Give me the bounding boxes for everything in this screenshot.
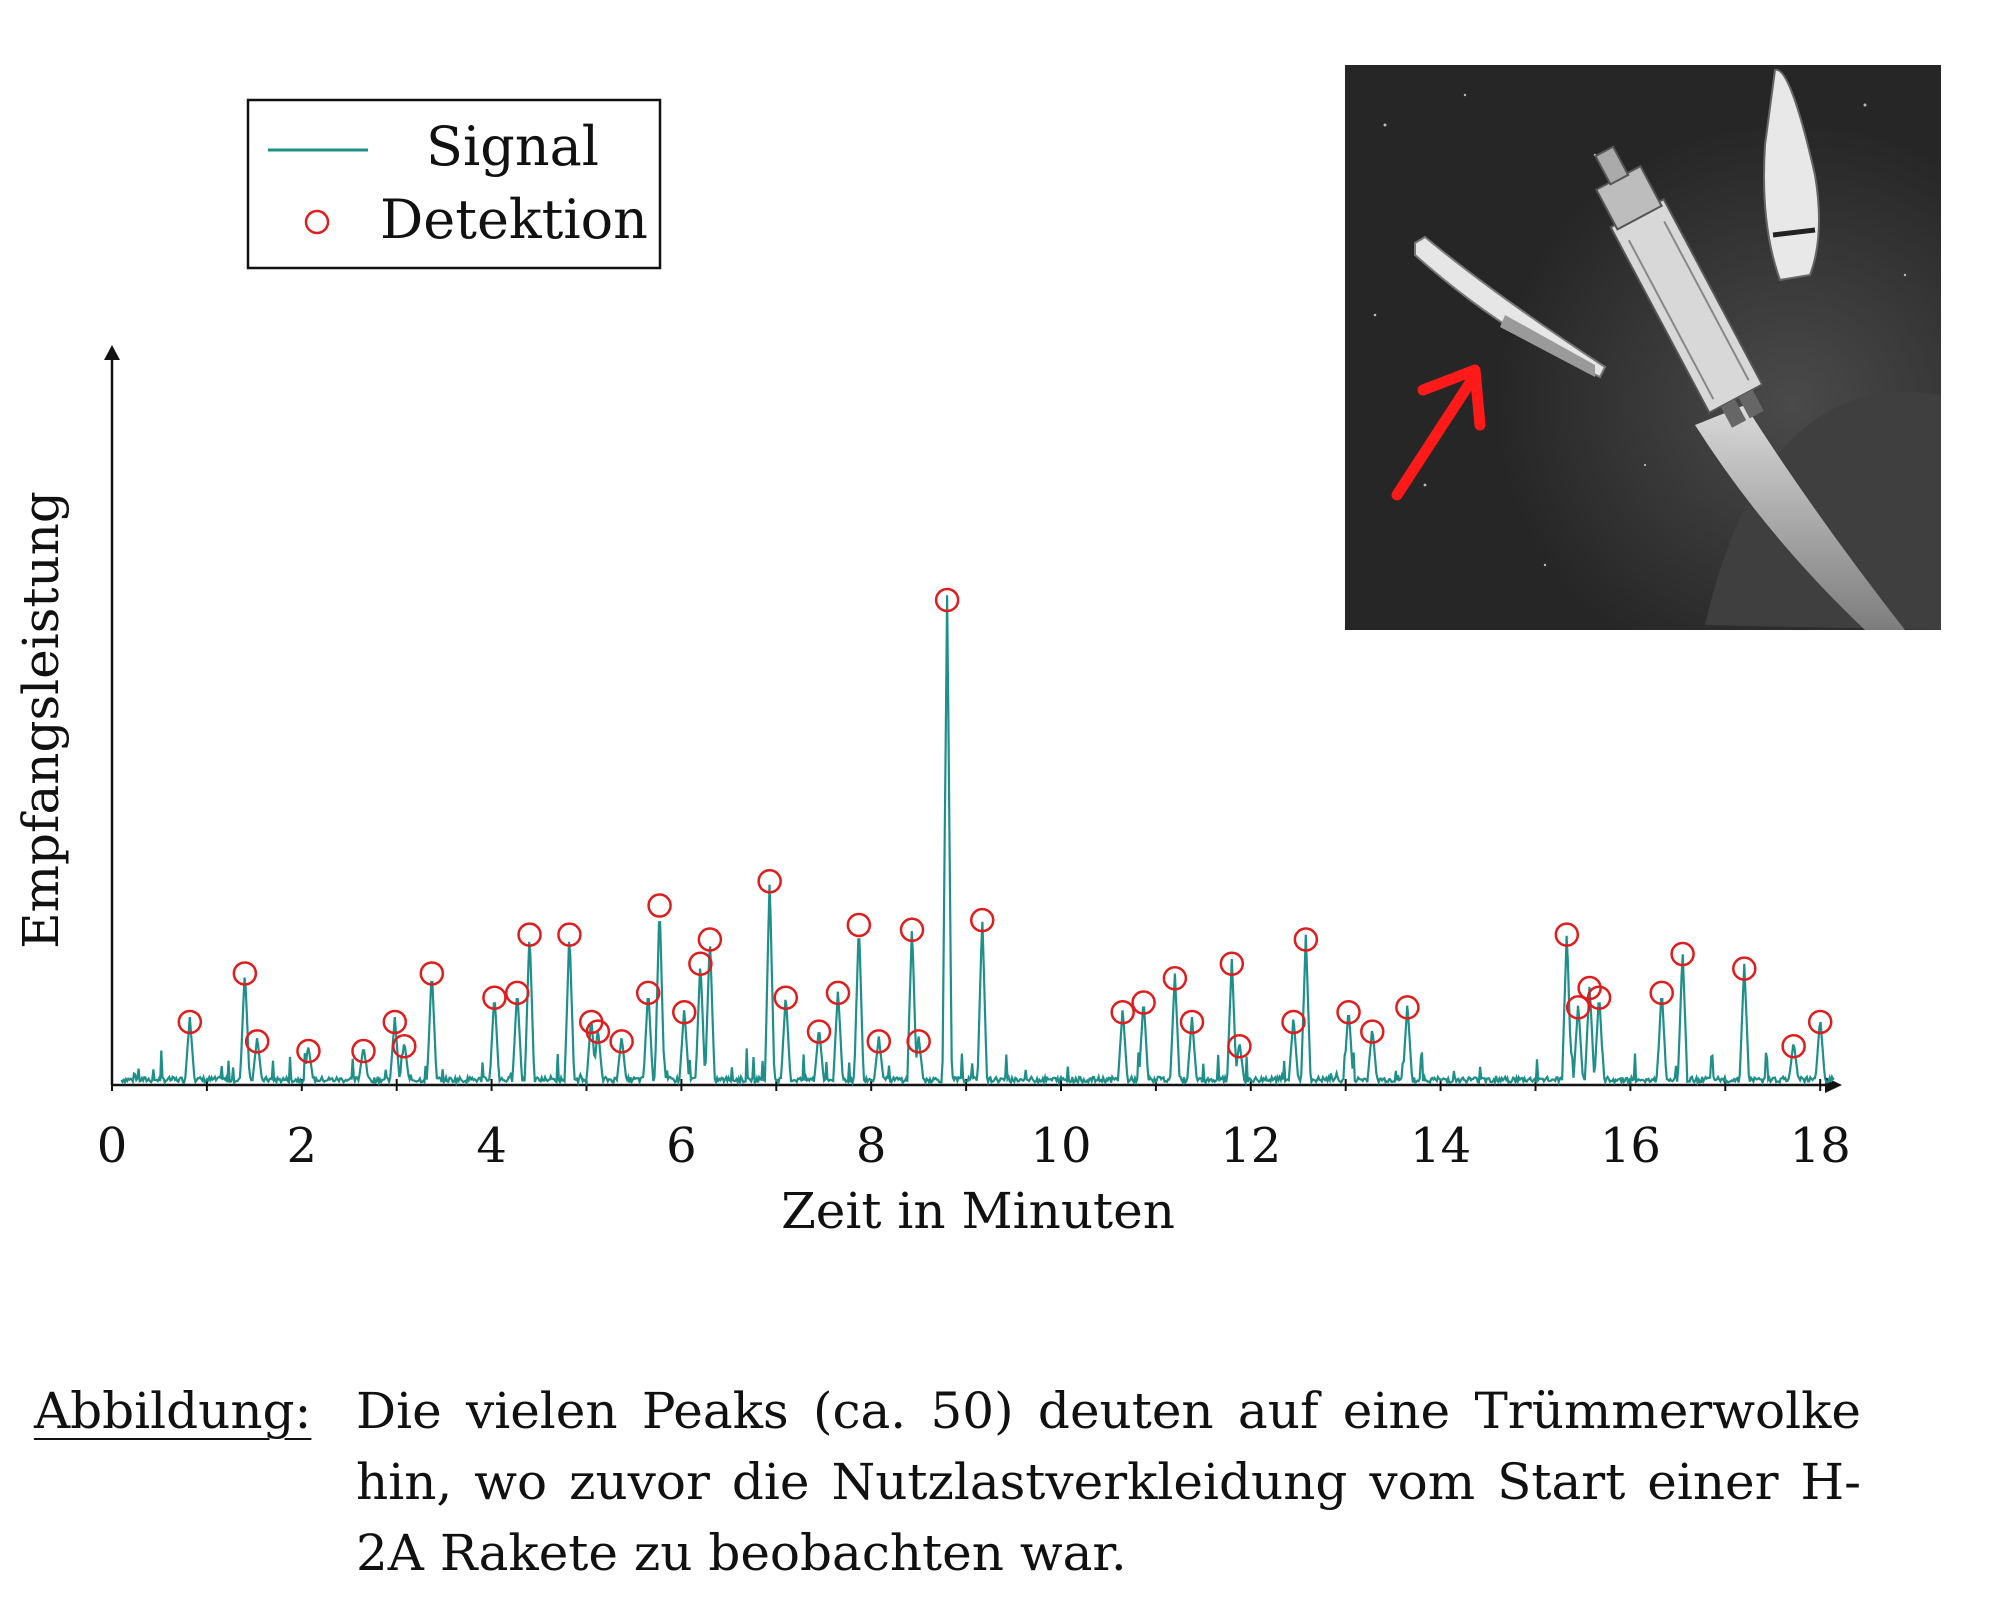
- fairing-half-top: [1763, 68, 1820, 282]
- detection-marker: [1131, 990, 1156, 1015]
- y-axis-label: Empfangsleistung: [12, 491, 70, 949]
- rocket-body: [1594, 145, 1764, 428]
- x-axis-label: Zeit in Minuten: [781, 1182, 1175, 1240]
- x-tick-label: 8: [856, 1118, 887, 1174]
- detection-marker: [934, 587, 960, 613]
- detection-marker: [1110, 1000, 1135, 1025]
- x-tick-label: 14: [1410, 1118, 1471, 1174]
- detection-marker: [609, 1029, 634, 1054]
- detection-marker: [757, 869, 782, 894]
- detection-marker: [635, 980, 661, 1006]
- detection-marker: [806, 1019, 832, 1044]
- signal-series: [120, 595, 1835, 1087]
- detection-marker: [1586, 985, 1612, 1010]
- detection-marker: [585, 1019, 611, 1044]
- x-tick-labels: 0 2 4 6 8 10 12 14 16 18: [97, 1118, 1851, 1174]
- x-tick-label: 10: [1030, 1118, 1091, 1174]
- detection-marker: [1781, 1033, 1806, 1059]
- legend-detection-swatch: [304, 209, 330, 235]
- detection-marker: [351, 1038, 376, 1064]
- detection-marker: [392, 1033, 417, 1059]
- fairing-half-debris: [1414, 235, 1607, 379]
- y-axis-arrow: [104, 345, 120, 360]
- detection-marker: [482, 985, 507, 1010]
- detection-marker: [1293, 927, 1319, 952]
- detection-marker: [244, 1029, 270, 1054]
- detection-marker: [1281, 1009, 1306, 1035]
- detection-marker: [1336, 1000, 1361, 1025]
- detection-marker: [1649, 980, 1674, 1006]
- caption-text: Die vielen Peaks (ca. 50) deuten auf ein…: [356, 1382, 1861, 1582]
- detection-marker: [1162, 966, 1188, 991]
- detection-marker: [232, 961, 258, 986]
- caption-label: Abbildung:: [34, 1382, 312, 1440]
- earth-limb: [1705, 391, 1941, 630]
- detection-marker: [773, 985, 799, 1010]
- detection-marker: [846, 912, 872, 938]
- detection-marker: [1360, 1019, 1385, 1044]
- detection-marker: [1732, 956, 1757, 981]
- x-tick-label: 2: [287, 1118, 318, 1174]
- x-tick-label: 4: [476, 1118, 507, 1174]
- detection-marker: [688, 951, 713, 976]
- x-tick-label: 12: [1220, 1118, 1281, 1174]
- detection-marker: [504, 980, 530, 1006]
- legend: Signal Detektion: [246, 98, 662, 270]
- detection-marker: [382, 1009, 408, 1035]
- detection-marker: [1395, 995, 1420, 1020]
- x-tick-label: 0: [97, 1118, 128, 1174]
- detection-marker: [866, 1029, 892, 1054]
- red-arrow-icon: [1391, 364, 1486, 501]
- detection-marker: [177, 1009, 203, 1035]
- detection-marker: [969, 907, 995, 933]
- detection-marker: [1670, 941, 1695, 967]
- legend-box: [246, 98, 662, 270]
- x-tick-label: 18: [1790, 1118, 1851, 1174]
- x-tick-label: 16: [1600, 1118, 1661, 1174]
- detection-marker: [419, 961, 445, 986]
- detection-marker: [1219, 951, 1245, 976]
- axes: 0 2 4 6 8 10 12 14 16 18 Zeit in Minuten Empfangs…: [12, 345, 1851, 1240]
- detection-marker: [1565, 995, 1591, 1020]
- detection-marker: [1227, 1033, 1252, 1059]
- detection-marker: [557, 922, 582, 947]
- detection-marker: [296, 1038, 321, 1064]
- signal-line: [120, 595, 1835, 1087]
- rocket-photo: [1345, 65, 1941, 630]
- detection-marker: [906, 1029, 931, 1054]
- detection-marker: [1554, 922, 1580, 947]
- rocket-fairing-separation-icon: [1345, 65, 1941, 630]
- detection-marker: [697, 927, 723, 952]
- detection-marker: [647, 893, 672, 918]
- detection-marker: [825, 980, 851, 1006]
- legend-detection-label: Detektion: [380, 188, 648, 251]
- detection-marker: [1179, 1009, 1205, 1035]
- detection-marker: [1807, 1009, 1833, 1035]
- detection-series: [177, 587, 1833, 1064]
- legend-signal-label: Signal: [426, 115, 599, 178]
- exhaust-plume: [1695, 405, 1905, 630]
- x-tick-label: 6: [666, 1118, 697, 1174]
- detection-marker: [517, 922, 542, 947]
- detection-marker: [671, 1000, 697, 1025]
- detection-marker: [899, 917, 925, 943]
